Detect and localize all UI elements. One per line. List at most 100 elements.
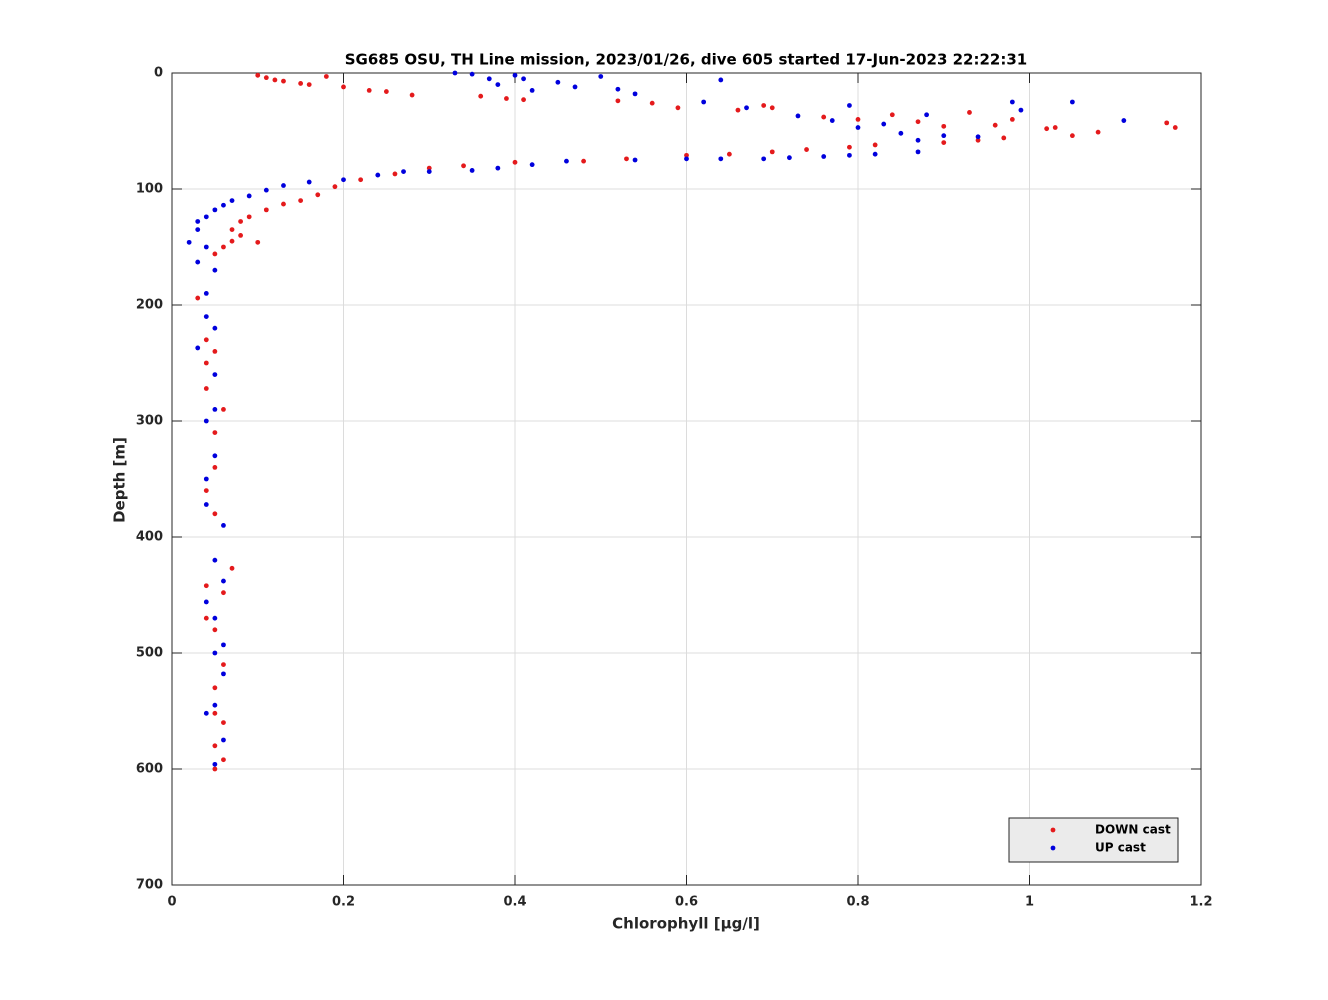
data-point — [718, 77, 724, 83]
data-point — [212, 766, 218, 772]
data-point — [195, 259, 201, 265]
data-point — [203, 599, 209, 605]
data-point — [761, 156, 767, 162]
data-point — [195, 219, 201, 224]
data-point — [212, 710, 218, 716]
data-point — [229, 565, 235, 571]
data-point — [967, 110, 972, 115]
legend-marker — [1050, 845, 1056, 851]
data-point — [255, 72, 261, 78]
data-point — [426, 169, 432, 175]
data-point — [924, 112, 929, 118]
data-point — [203, 214, 209, 220]
data-point — [581, 158, 586, 164]
data-point — [221, 202, 226, 208]
y-axis-label: Depth [m] — [111, 437, 129, 523]
data-point — [203, 337, 209, 343]
data-point — [332, 184, 338, 190]
data-point — [761, 103, 767, 108]
legend-label: DOWN cast — [1095, 823, 1171, 837]
data-point — [615, 86, 621, 92]
data-point — [221, 737, 226, 743]
data-point — [186, 239, 192, 245]
data-point — [221, 642, 226, 648]
data-point — [255, 239, 261, 245]
data-point — [624, 156, 629, 162]
data-point — [744, 105, 749, 111]
data-point — [221, 244, 226, 250]
data-point — [203, 583, 209, 589]
data-point — [469, 168, 475, 173]
data-point — [298, 81, 304, 86]
data-point — [718, 156, 724, 162]
data-point — [263, 207, 269, 213]
data-point — [281, 201, 286, 207]
x-tick-label: 0.4 — [503, 895, 526, 910]
data-point — [383, 89, 389, 94]
data-point — [212, 207, 218, 213]
data-point — [684, 156, 689, 162]
data-point — [495, 82, 501, 87]
data-point — [212, 627, 218, 633]
data-point — [469, 71, 475, 77]
data-point — [366, 88, 372, 93]
plot-frame — [171, 72, 1202, 886]
y-tick-label: 200 — [136, 298, 163, 313]
data-point — [529, 162, 535, 168]
data-point — [1095, 129, 1101, 135]
data-point — [203, 360, 209, 366]
data-point — [212, 267, 218, 273]
data-point — [855, 125, 861, 130]
data-point — [452, 70, 458, 76]
data-point — [315, 192, 321, 198]
data-point — [1018, 107, 1024, 113]
data-point — [221, 590, 226, 596]
data-point — [203, 291, 209, 296]
data-point — [521, 76, 526, 82]
y-tick-label: 500 — [136, 646, 163, 661]
data-point — [203, 476, 209, 482]
data-point — [238, 233, 244, 238]
data-point — [821, 154, 827, 159]
data-point — [221, 720, 226, 725]
data-point — [1001, 135, 1007, 141]
data-point — [615, 98, 621, 104]
data-point — [461, 163, 466, 169]
data-point — [941, 123, 947, 129]
data-point — [1009, 117, 1015, 122]
data-point — [375, 172, 381, 178]
legend-label: UP cast — [1095, 841, 1146, 855]
data-point — [203, 418, 209, 424]
data-point — [212, 702, 218, 708]
data-point — [941, 133, 947, 139]
data-point — [341, 84, 346, 90]
data-point — [229, 238, 235, 244]
data-point — [221, 671, 226, 677]
data-point — [212, 557, 218, 563]
data-point — [975, 137, 981, 143]
data-point — [889, 112, 895, 118]
data-point — [915, 149, 921, 155]
data-point — [212, 465, 218, 470]
data-point — [1069, 99, 1075, 105]
data-point — [323, 74, 329, 79]
data-point — [306, 82, 312, 87]
data-point — [872, 142, 878, 148]
data-point — [246, 193, 252, 199]
data-point — [478, 93, 484, 99]
data-point — [281, 78, 286, 84]
data-point — [735, 107, 741, 113]
data-point — [915, 137, 921, 143]
data-point — [212, 685, 218, 691]
data-point — [495, 165, 501, 171]
data-point — [975, 134, 981, 140]
data-point — [632, 157, 638, 163]
y-tick-label: 600 — [136, 762, 163, 777]
data-point — [221, 757, 226, 763]
data-point — [512, 72, 518, 78]
data-point — [847, 144, 852, 150]
data-point — [212, 430, 218, 435]
data-point — [203, 502, 209, 507]
data-point — [1069, 133, 1075, 139]
data-point — [847, 152, 852, 158]
